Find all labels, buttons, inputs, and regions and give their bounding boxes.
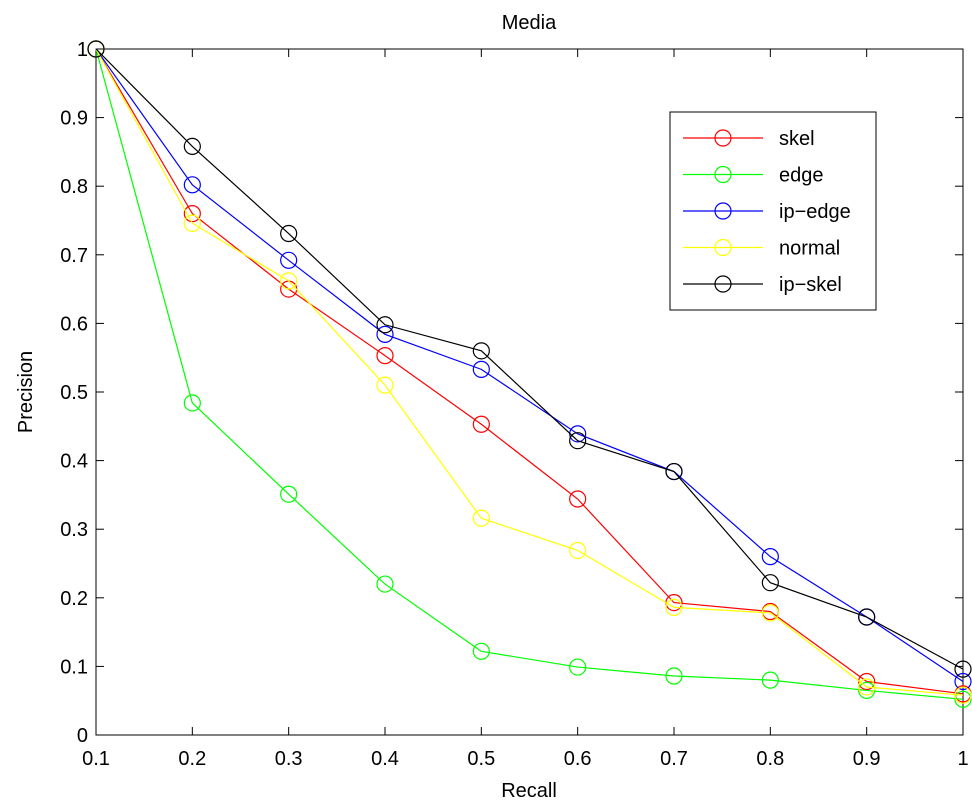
legend-entry: ip−skel — [683, 274, 842, 296]
legend-label: skel — [779, 128, 815, 150]
x-tick-label: 0.5 — [467, 748, 495, 770]
x-tick-label: 0.3 — [275, 748, 303, 770]
data-point — [376, 575, 394, 593]
y-tick-label: 0.3 — [60, 519, 88, 541]
legend-label: ip−skel — [779, 274, 842, 296]
data-point — [472, 360, 490, 378]
series-2 — [87, 40, 972, 691]
data-point — [954, 660, 972, 678]
data-point — [183, 205, 201, 223]
data-point — [472, 415, 490, 433]
legend-swatch-marker — [714, 202, 732, 220]
data-point — [183, 176, 201, 194]
y-tick-label: 0.6 — [60, 313, 88, 335]
y-tick-label: 0.1 — [60, 656, 88, 678]
legend: skel edge ip−edge normal ip−skel — [669, 111, 877, 311]
legend-swatch-marker — [714, 129, 732, 147]
x-axis: 0.1 0.2 0.3 0.4 0.5 0.6 0.7 0.8 0.9 1 — [82, 49, 969, 770]
legend-swatch-marker — [714, 165, 732, 184]
y-tick-label: 0.9 — [60, 108, 88, 130]
y-tick-label: 0 — [77, 725, 88, 747]
y-axis-title: Precision — [15, 351, 37, 433]
data-point — [376, 347, 394, 365]
x-tick-label: 0.8 — [756, 748, 784, 770]
data-point — [858, 678, 876, 696]
x-tick-label: 0.2 — [178, 748, 206, 770]
series-line — [95, 48, 964, 700]
series-3 — [87, 40, 972, 704]
series-line — [95, 48, 964, 682]
series-line — [95, 48, 964, 696]
x-tick-label: 0.9 — [853, 748, 881, 770]
data-point — [183, 137, 201, 156]
data-point — [665, 598, 683, 617]
y-tick-label: 1 — [77, 39, 88, 61]
legend-entry: ip−edge — [683, 201, 851, 223]
data-point — [376, 376, 394, 394]
data-point — [665, 462, 683, 481]
x-tick-label: 0.1 — [82, 748, 110, 770]
data-point — [87, 40, 105, 58]
data-point — [280, 224, 298, 243]
x-tick-label: 0.4 — [371, 748, 399, 770]
data-point — [472, 342, 490, 360]
data-point — [569, 432, 587, 450]
data-point — [954, 686, 972, 704]
data-point — [665, 667, 683, 685]
data-point — [954, 672, 972, 691]
legend-label: edge — [779, 165, 824, 187]
legend-swatch-marker — [714, 275, 732, 293]
data-point — [280, 272, 298, 290]
legend-entry: edge — [683, 165, 824, 187]
legend-label: ip−edge — [779, 201, 851, 223]
data-point — [569, 490, 587, 508]
data-point — [954, 690, 972, 708]
data-point — [858, 608, 876, 626]
x-tick-label: 1 — [957, 748, 968, 770]
data-point — [761, 671, 779, 689]
data-point — [569, 658, 587, 676]
y-tick-label: 0.5 — [60, 382, 88, 404]
series-1 — [87, 40, 972, 708]
legend-entry: normal — [683, 238, 840, 260]
x-tick-label: 0.7 — [660, 748, 688, 770]
data-point — [280, 251, 298, 269]
legend-swatch-marker — [714, 238, 732, 257]
legend-label: normal — [779, 238, 840, 260]
chart-title: Media — [502, 12, 557, 34]
data-point — [858, 681, 876, 700]
y-tick-label: 0.2 — [60, 588, 88, 610]
data-point — [472, 509, 490, 527]
x-tick-label: 0.6 — [564, 748, 592, 770]
series-layer — [87, 40, 972, 708]
data-point — [761, 548, 779, 566]
legend-entry: skel — [683, 128, 815, 150]
series-line — [95, 48, 964, 670]
y-tick-label: 0.8 — [60, 176, 88, 198]
data-point — [280, 485, 298, 503]
x-axis-title: Recall — [501, 780, 557, 802]
data-point — [761, 604, 779, 622]
data-point — [472, 642, 490, 660]
data-point — [376, 325, 394, 343]
y-tick-label: 0.7 — [60, 245, 88, 267]
y-axis: 0 0.1 0.2 0.3 0.4 0.5 0.6 0.7 0.8 0.9 1 — [60, 39, 963, 747]
series-4 — [87, 40, 972, 678]
data-point — [569, 541, 587, 560]
data-point — [183, 214, 201, 232]
y-tick-label: 0.4 — [60, 451, 88, 473]
data-point — [376, 316, 394, 334]
data-point — [183, 394, 201, 412]
data-point — [761, 574, 779, 592]
